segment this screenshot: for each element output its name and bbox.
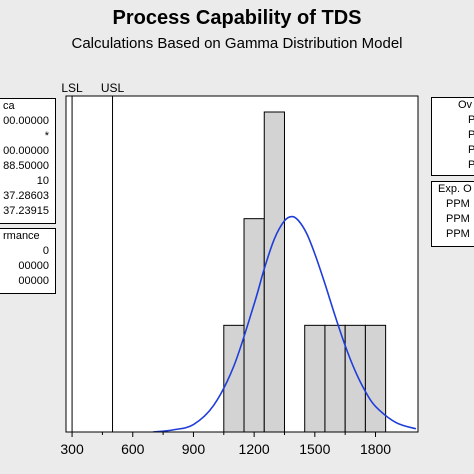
histogram-bar	[304, 324, 326, 433]
overall-value: P	[432, 143, 474, 158]
histogram-bar	[324, 324, 346, 433]
expected-header: Exp. O	[438, 183, 472, 195]
x-axis-tick-label: 300	[60, 441, 84, 457]
performance-box: rmance 0 00000 00000	[0, 228, 56, 294]
overall-value: P	[432, 158, 474, 173]
histogram-bar	[263, 111, 285, 433]
x-axis-tick-label: 1500	[299, 441, 330, 457]
expected-value: PPM	[446, 213, 470, 225]
performance-header: rmance	[3, 230, 40, 242]
overall-value: P	[432, 128, 474, 143]
expected-value: PPM	[446, 198, 470, 210]
expected-value: PPM	[446, 228, 470, 240]
expected-performance-box: Exp. O PPM PPM PPM	[431, 181, 474, 247]
process-data-value: *	[44, 130, 49, 142]
performance-value: 00000	[18, 275, 49, 287]
x-axis-tick-label: 900	[182, 441, 206, 457]
chart-subtitle: Calculations Based on Gamma Distribution…	[71, 35, 403, 52]
process-data-value: 88.50000	[3, 160, 49, 172]
process-data-value: 00.00000	[3, 145, 49, 157]
process-data-header: ca	[3, 100, 15, 112]
spec-limit-label: LSL	[61, 81, 83, 95]
x-axis-tick-label: 1800	[360, 441, 391, 457]
spec-limit-label: USL	[101, 81, 125, 95]
overall-value: P	[432, 113, 474, 128]
performance-value: 00000	[18, 260, 49, 272]
process-data-value: 37.28603	[3, 190, 49, 202]
chart-title: Process Capability of TDS	[112, 7, 362, 29]
x-axis-tick-label: 1200	[239, 441, 270, 457]
overall-header: Ov	[458, 99, 473, 111]
x-axis-tick-label: 600	[121, 441, 145, 457]
performance-value: 0	[42, 245, 49, 257]
histogram-bar	[364, 324, 387, 433]
histogram-bar	[223, 324, 245, 433]
plot-border	[65, 95, 419, 433]
overall-capability-box: Ov P P P P	[431, 97, 474, 176]
process-data-box: ca 00.00000 * 00.00000 88.50000 10 37.28…	[0, 98, 56, 224]
process-data-value: 00.00000	[3, 115, 49, 127]
fitted-distribution-curve	[152, 215, 417, 432]
process-data-value: 37.23915	[3, 205, 49, 217]
histogram-bar	[344, 324, 366, 433]
process-data-value: 10	[36, 175, 49, 187]
